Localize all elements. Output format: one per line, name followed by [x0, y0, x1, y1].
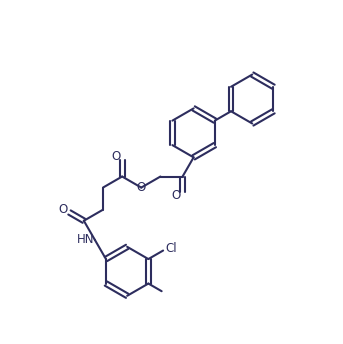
Text: HN: HN	[76, 233, 94, 246]
Text: O: O	[111, 150, 121, 163]
Text: O: O	[137, 181, 146, 194]
Text: Cl: Cl	[166, 242, 177, 255]
Text: O: O	[172, 189, 181, 202]
Text: O: O	[58, 203, 67, 216]
